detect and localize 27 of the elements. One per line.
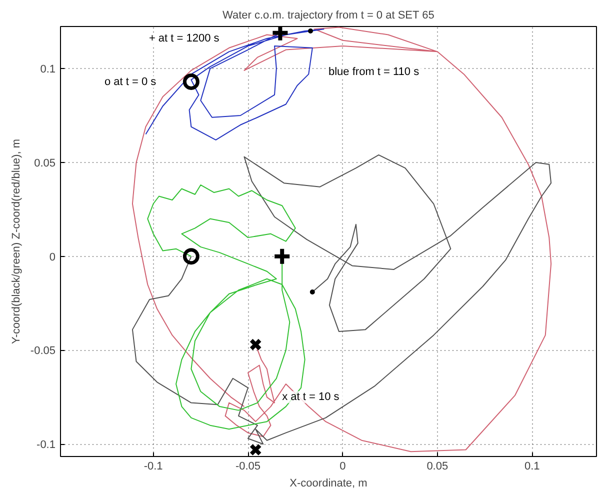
point — [249, 444, 262, 456]
x-tick-label: -0.05 — [235, 460, 261, 472]
annotation: blue from t = 110 s — [328, 66, 420, 78]
y-tick-label: 0.05 — [34, 157, 56, 170]
point — [249, 338, 262, 351]
y-tick-label: -0.1 — [36, 439, 56, 452]
line-series — [147, 184, 306, 430]
x-tick-label: 0.05 — [426, 460, 448, 472]
point — [182, 73, 200, 90]
x-tick-label: -0.1 — [144, 460, 163, 472]
annotation: x at t = 10 s — [282, 391, 340, 404]
y-tick-label: 0.1 — [40, 64, 56, 76]
y-tick-label: -0.05 — [30, 345, 56, 358]
x-tick-label: 0.1 — [524, 460, 540, 472]
annotation: + at t = 1200 s — [148, 32, 220, 45]
y-axis-title: Y-coord(black/green) Z-coord(red/blue), m — [10, 138, 22, 344]
chart-title: Water c.o.m. trajectory from t = 0 at SET 65 — [222, 10, 434, 22]
point — [310, 290, 315, 295]
point — [182, 248, 200, 265]
x-axis-title: X-coordinate, m — [290, 478, 368, 490]
line-series — [132, 154, 552, 445]
x-tick-label: 0 — [340, 460, 346, 472]
line-series — [132, 26, 552, 452]
annotation: o at t = 0 s — [104, 76, 157, 88]
point — [272, 246, 292, 266]
y-tick-label: 0 — [49, 251, 56, 264]
point — [308, 28, 314, 34]
